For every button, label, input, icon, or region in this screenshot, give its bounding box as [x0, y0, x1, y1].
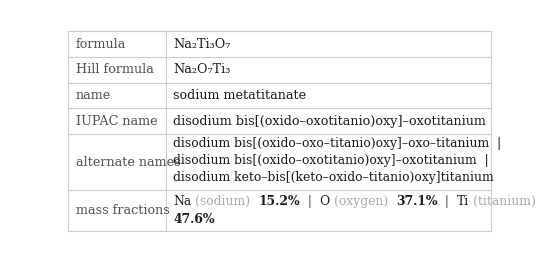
Text: Na₂O₇Ti₃: Na₂O₇Ti₃: [173, 63, 230, 76]
Text: Na: Na: [173, 195, 192, 208]
Text: disodium bis[(oxido–oxo–titanio)oxy]–oxo–titanium  |: disodium bis[(oxido–oxo–titanio)oxy]–oxo…: [173, 137, 501, 150]
Text: alternate names: alternate names: [76, 155, 181, 168]
Text: disodium keto–bis[(keto–oxido–titanio)oxy]titanium: disodium keto–bis[(keto–oxido–titanio)ox…: [173, 171, 494, 184]
Text: Na₂Ti₃O₇: Na₂Ti₃O₇: [173, 37, 230, 50]
Text: mass fractions: mass fractions: [76, 204, 170, 217]
Text: formula: formula: [76, 37, 126, 50]
Text: 47.6%: 47.6%: [173, 213, 215, 226]
Text: Hill formula: Hill formula: [76, 63, 154, 76]
Text: (titanium): (titanium): [473, 195, 536, 208]
Text: name: name: [76, 89, 111, 102]
Text: |: |: [300, 195, 319, 208]
Text: (oxygen): (oxygen): [334, 195, 388, 208]
Text: O: O: [319, 195, 330, 208]
Text: Ti: Ti: [457, 195, 469, 208]
Text: disodium bis[(oxido–oxotitanio)oxy]–oxotitanium  |: disodium bis[(oxido–oxotitanio)oxy]–oxot…: [173, 154, 489, 167]
Text: disodium bis[(oxido–oxotitanio)oxy]–oxotitanium: disodium bis[(oxido–oxotitanio)oxy]–oxot…: [173, 115, 486, 128]
Text: IUPAC name: IUPAC name: [76, 115, 157, 128]
Text: (sodium): (sodium): [195, 195, 251, 208]
Text: |: |: [437, 195, 457, 208]
Text: sodium metatitanate: sodium metatitanate: [173, 89, 306, 102]
Text: 37.1%: 37.1%: [396, 195, 437, 208]
Text: 15.2%: 15.2%: [258, 195, 300, 208]
